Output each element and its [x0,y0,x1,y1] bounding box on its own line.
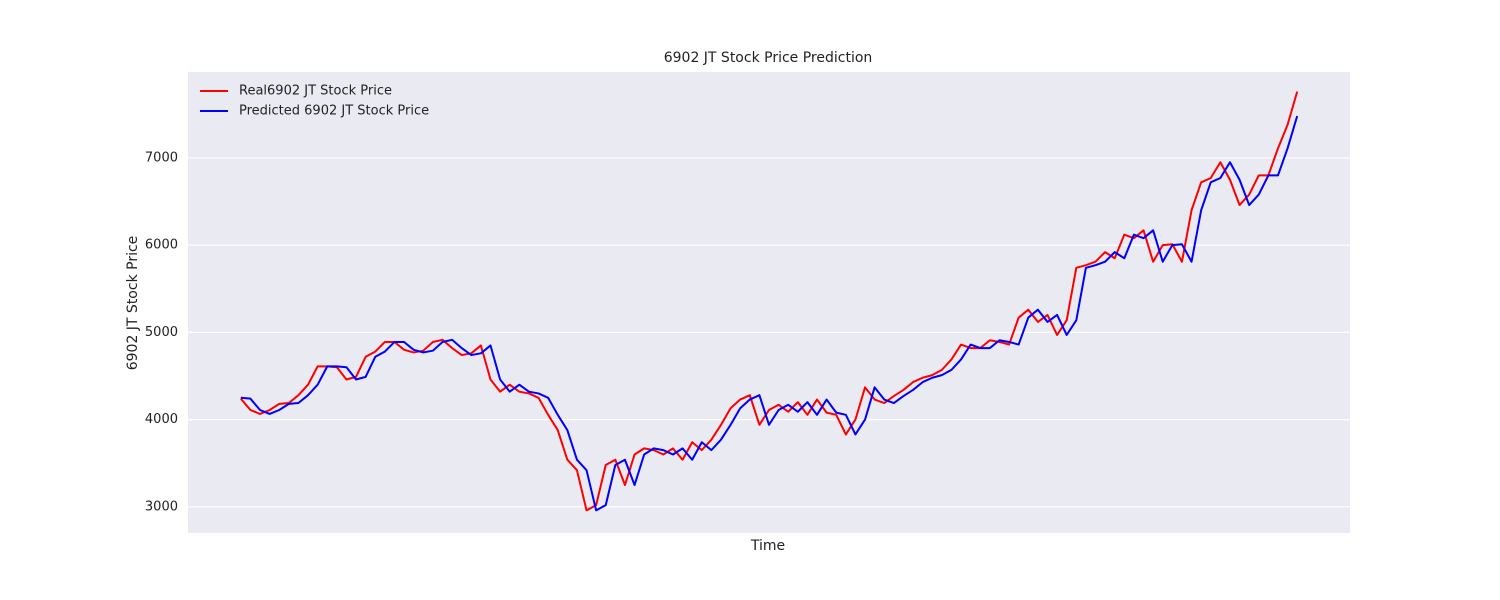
y-tick-label: 7000 [145,150,178,165]
grid [188,157,1350,508]
x-axis-label: Time [750,538,785,554]
legend: Real6902 JT Stock Price Predicted 6902 JT… [200,84,429,119]
y-tick-label: 6000 [145,238,178,253]
lines [240,91,1299,512]
series-line [240,91,1299,512]
y-tick-label: 4000 [145,412,178,427]
legend-label: Predicted 6902 JT Stock Price [239,104,429,119]
series-line [240,115,1299,512]
y-tick-label: 5000 [145,325,178,340]
legend-label: Real6902 JT Stock Price [239,84,392,99]
y-axis-label: 6902 JT Stock Price [125,236,141,371]
y-tick-label: 3000 [145,499,178,514]
chart-title: 6902 JT Stock Price Prediction [664,50,873,66]
plot-area [188,72,1350,533]
